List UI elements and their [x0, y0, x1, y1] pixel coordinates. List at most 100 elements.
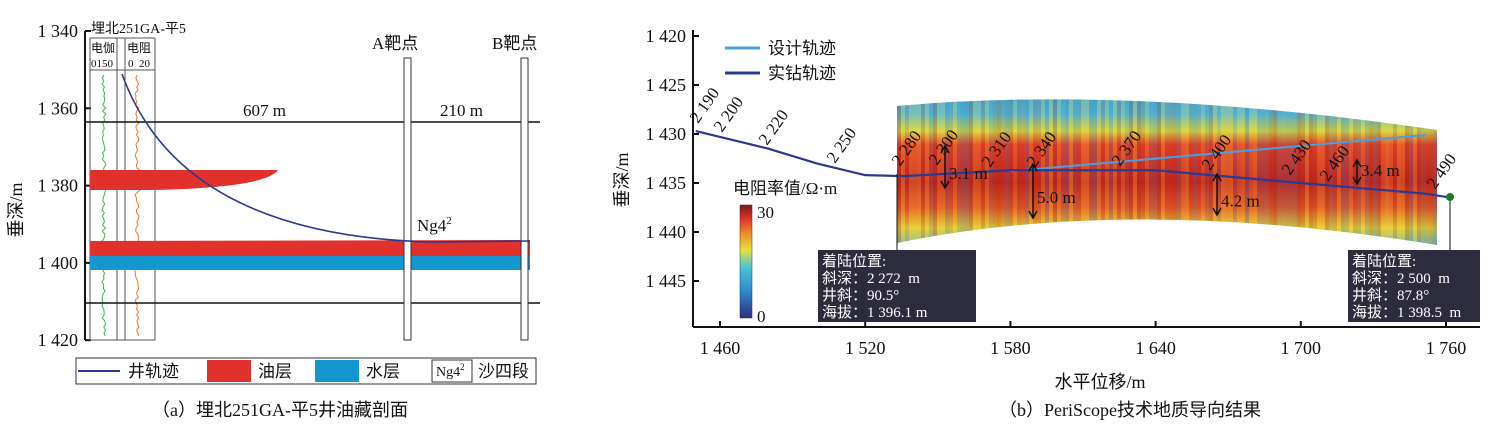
heatmap-stripe	[1093, 99, 1097, 246]
res-track-name: 电阻	[127, 41, 151, 55]
heatmap-stripe	[1381, 99, 1385, 246]
heatmap-stripe	[1393, 99, 1397, 246]
heatmap-stripe	[1241, 99, 1245, 246]
design-trajectory	[1010, 133, 1427, 173]
heatmap-stripe	[925, 99, 929, 246]
heatmap-stripe	[1373, 99, 1377, 246]
y-tick-label: 1 440	[646, 222, 687, 242]
y-tick-label: 1 420	[38, 330, 79, 350]
colorbar-label: 电阻率值/Ω·m	[733, 179, 837, 198]
gr-curve	[98, 74, 107, 337]
heatmap-stripe	[1413, 99, 1417, 246]
heatmap-stripe	[1141, 99, 1145, 246]
heatmap-stripe	[1237, 99, 1241, 246]
colorbar-max: 30	[757, 203, 774, 222]
heatmap-stripe	[1109, 99, 1113, 246]
legend-actual: 实钻轨迹	[768, 64, 836, 83]
heatmap-stripe	[1345, 99, 1349, 246]
heatmap-stripe	[1037, 99, 1041, 246]
md-label: 2 220	[755, 106, 793, 148]
y-tick-label: 1 400	[38, 253, 79, 273]
actual-trajectory	[695, 129, 1452, 199]
distance-1: 607 m	[243, 101, 286, 120]
heatmap-stripe	[1125, 99, 1129, 246]
colorbar-min: 0	[757, 307, 766, 326]
legend-design: 设计轨迹	[768, 39, 836, 58]
heatmap-stripe	[1057, 99, 1061, 246]
thickness-arrowheads	[940, 144, 950, 190]
heatmap-stripe	[1269, 99, 1273, 246]
heatmap-stripe	[1097, 99, 1101, 246]
legend-water-swatch	[315, 360, 359, 382]
x-axis-label-right: 水平位移/m	[1054, 372, 1145, 392]
heatmap-stripe	[1217, 99, 1221, 246]
heatmap-stripe	[1285, 99, 1289, 246]
heatmap-stripe	[1137, 99, 1141, 246]
thickness-arrowheads	[1212, 172, 1222, 217]
heatmap-stripe	[1145, 99, 1149, 246]
y-tick-label: 1 445	[646, 271, 687, 291]
thickness-arrowheads	[1028, 162, 1038, 220]
heatmap-stripe	[1417, 99, 1421, 246]
colorbar	[739, 204, 753, 319]
heatmap-stripe	[1401, 99, 1405, 246]
heatmap-stripe	[1085, 99, 1089, 246]
legend-oil-swatch	[207, 360, 251, 382]
heatmap-stripe	[1281, 99, 1285, 246]
heatmap-stripe	[1185, 99, 1189, 246]
heatmap-stripe	[1337, 99, 1341, 246]
heatmap-stripe	[1293, 99, 1297, 246]
heatmap-stripe	[1213, 99, 1217, 246]
oil-layer-upper	[90, 170, 278, 190]
heatmap-stripe	[937, 99, 941, 246]
heatmap-stripe	[1001, 99, 1005, 246]
heatmap-stripe	[1069, 99, 1073, 246]
svg-text:斜深：2 500 m: 斜深：2 500 m	[1352, 270, 1450, 287]
heatmap-stripe	[1101, 99, 1105, 246]
legend-well: 井轨迹	[128, 362, 179, 381]
gr-track-scale: 0150	[91, 58, 114, 70]
heatmap-stripe	[1209, 99, 1213, 246]
heatmap-stripe	[1077, 99, 1081, 246]
thickness-label: 4.2 m	[1221, 192, 1260, 211]
water-layer	[90, 256, 530, 270]
x-tick-label: 1 640	[1135, 338, 1176, 358]
heatmap-stripe	[1113, 99, 1117, 246]
heatmap-stripe	[1365, 99, 1369, 246]
heatmap-stripe	[1225, 99, 1229, 246]
heatmap-stripe	[1273, 99, 1277, 246]
heatmap-stripe	[1309, 99, 1313, 246]
heatmap-stripe	[1425, 99, 1429, 246]
right-panel: 1 420 1 425 1 430 1 435 1 440 1 445 1 460 1 520…	[612, 26, 1480, 420]
heatmap-stripe	[1205, 99, 1209, 246]
x-tick-label: 1 760	[1426, 338, 1467, 358]
y-axis-label: 垂深/m	[6, 182, 26, 237]
heatmap-stripe	[1321, 99, 1325, 246]
svg-text:井斜：90.5°: 井斜：90.5°	[822, 287, 899, 304]
heatmap-stripe	[1385, 99, 1389, 246]
heatmap-stripe	[1149, 99, 1153, 246]
heatmap-stripe	[1257, 99, 1261, 246]
heatmap-stripe	[1265, 99, 1269, 246]
heatmap-stripe	[1089, 99, 1093, 246]
target-b-marker	[520, 57, 529, 341]
well-name: 埋北251GA-平5	[91, 21, 186, 37]
x-tick-label: 1 520	[845, 338, 886, 358]
heatmap-stripe	[1157, 99, 1161, 246]
layer-label: Ng42	[417, 215, 452, 235]
gr-track-name: 电伽	[91, 40, 115, 55]
heatmap-stripe	[1193, 99, 1197, 246]
target-b-label: B靶点	[492, 34, 537, 53]
heatmap-stripe	[953, 99, 957, 246]
x-tick-label: 1 580	[990, 338, 1031, 358]
oil-layer-main	[90, 240, 530, 256]
heatmap-stripe	[1317, 99, 1321, 246]
heatmap-stripe	[1421, 99, 1425, 246]
heatmap-stripe	[1329, 99, 1333, 246]
heatmap-stripe	[909, 99, 913, 246]
left-panel: 1 340 1 360 1 380 1 400 1 420 垂深/m 埋北251GA-平…	[6, 21, 540, 420]
heatmap-stripe	[1229, 99, 1233, 246]
md-label: 2 250	[823, 124, 861, 166]
heatmap-stripe	[1197, 99, 1201, 246]
